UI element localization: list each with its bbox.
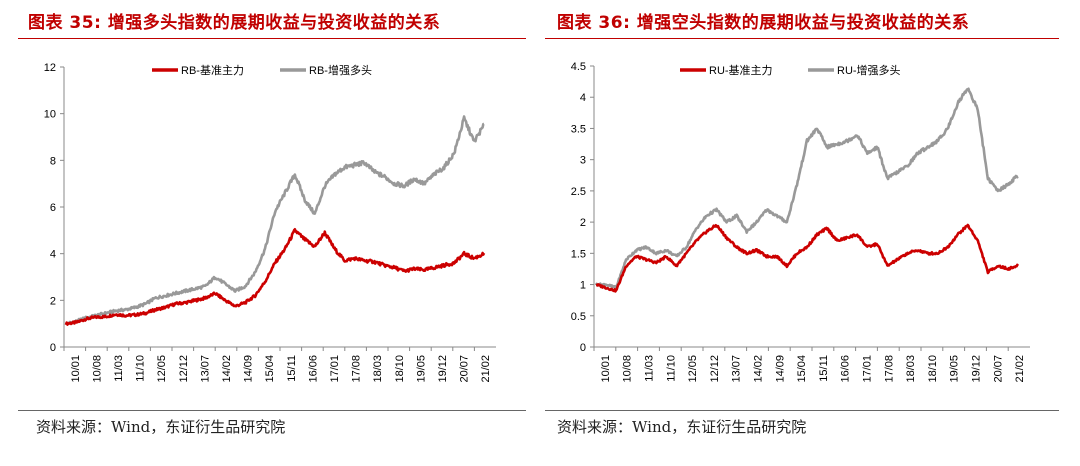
- x-tick-label: 14/02: [221, 355, 233, 383]
- y-tick-label: 6: [50, 202, 56, 214]
- x-tick-label: 18/10: [927, 355, 939, 383]
- x-tick-label: 12/12: [709, 355, 721, 383]
- y-tick-label: 1: [580, 280, 586, 292]
- x-tick-label: 13/07: [199, 355, 211, 383]
- x-tick-label: 18/10: [394, 355, 406, 383]
- series-line: [594, 87, 1019, 289]
- y-tick-label: 12: [44, 62, 56, 74]
- chart-panel-ru: 图表 36: 增强空头指数的展期收益与投资收益的关系 0 0.5 1 1.5 2 2.5 3…: [540, 0, 1080, 466]
- series-line: [595, 223, 1020, 293]
- x-tick-label: 18/03: [905, 355, 917, 383]
- x-tick-label: 14/09: [774, 355, 786, 383]
- x-tick-label: 21/02: [1014, 355, 1026, 383]
- x-tick-label: 14/09: [243, 355, 255, 383]
- x-tick-label: 12/05: [156, 355, 168, 383]
- series-line: [64, 115, 485, 325]
- line-chart-rb: 0 2 4 6 8 10 12 10/01 10/08 11/03 11/10 12/05 12/12 1…: [44, 62, 496, 383]
- chart-panel-rb: 图表 35: 增强多头指数的展期收益与投资收益的关系 0 2 4 6 8 10 12 10/0…: [18, 13, 526, 436]
- x-tick-label: 19/12: [437, 355, 449, 383]
- x-tick-label: 10/08: [622, 355, 634, 383]
- x-tick-label: 19/05: [949, 355, 961, 383]
- y-tick-label: 1.5: [571, 248, 586, 260]
- x-tick-label: 20/07: [992, 355, 1004, 383]
- figure-title: 图表 36: 增强空头指数的展期收益与投资收益的关系: [557, 13, 970, 33]
- title-rule: [545, 38, 1059, 39]
- title-rule: [18, 38, 526, 39]
- x-tick-label: 19/05: [415, 355, 427, 383]
- x-tick-label: 16/06: [840, 355, 852, 383]
- legend-label: RB-增强多头: [309, 63, 372, 77]
- y-tick-label: 3: [580, 155, 586, 167]
- y-tick-label: 3.5: [571, 123, 586, 135]
- y-tick-label: 8: [50, 155, 56, 167]
- x-tick-label: 15/11: [286, 355, 298, 382]
- x-tick-label: 17/08: [351, 355, 363, 383]
- legend-label: RB-基准主力: [181, 64, 244, 77]
- x-tick-label: 12/12: [178, 355, 190, 383]
- x-tick-label: 18/03: [372, 355, 384, 383]
- x-tick-label: 10/01: [600, 355, 612, 383]
- x-tick-label: 17/01: [329, 355, 341, 383]
- y-tick-label: 4: [50, 249, 56, 261]
- x-tick-label: 16/06: [307, 355, 319, 383]
- x-tick-label: 15/04: [264, 355, 276, 383]
- legend-label: RU-基准主力: [709, 64, 773, 77]
- y-tick-label: 2.5: [571, 186, 586, 198]
- x-tick-label: 20/07: [459, 355, 471, 383]
- y-tick-label: 4: [580, 92, 586, 104]
- y-tick-label: 2: [50, 295, 56, 307]
- x-tick-label: 19/12: [971, 355, 983, 383]
- y-tick-label: 0: [580, 342, 586, 354]
- x-tick-label: 11/03: [644, 355, 656, 382]
- x-tick-label: 21/02: [480, 355, 492, 383]
- x-tick-label: 10/01: [70, 355, 82, 383]
- source-rule: [18, 410, 526, 411]
- figure-title: 图表 35: 增强多头指数的展期收益与投资收益的关系: [28, 13, 441, 33]
- x-tick-label: 11/03: [113, 355, 125, 382]
- y-tick-label: 0.5: [571, 311, 586, 323]
- x-tick-label: 17/08: [883, 355, 895, 383]
- x-tick-label: 17/01: [862, 355, 874, 383]
- x-tick-label: 14/02: [753, 355, 765, 383]
- x-tick-label: 12/05: [687, 355, 699, 383]
- x-tick-label: 13/07: [731, 355, 743, 383]
- line-chart-ru: 0 0.5 1 1.5 2 2.5 3 3.5 4 4.5 10/01 10/08 11/03 11/10…: [571, 61, 1030, 383]
- x-tick-label: 11/10: [135, 355, 147, 382]
- series-line: [64, 228, 486, 326]
- x-tick-label: 10/08: [91, 355, 103, 383]
- x-tick-label: 15/11: [818, 355, 830, 382]
- y-tick-label: 2: [580, 217, 586, 229]
- y-tick-label: 10: [44, 109, 56, 121]
- source-rule: [545, 410, 1059, 411]
- x-tick-label: 15/04: [796, 355, 808, 383]
- source-note: 资料来源：Wind，东证衍生品研究院: [36, 418, 286, 436]
- source-note: 资料来源：Wind，东证衍生品研究院: [557, 418, 807, 436]
- y-tick-label: 4.5: [571, 61, 586, 73]
- x-tick-label: 11/10: [665, 355, 677, 382]
- y-tick-label: 0: [50, 342, 56, 354]
- legend-label: RU-增强多头: [837, 63, 901, 77]
